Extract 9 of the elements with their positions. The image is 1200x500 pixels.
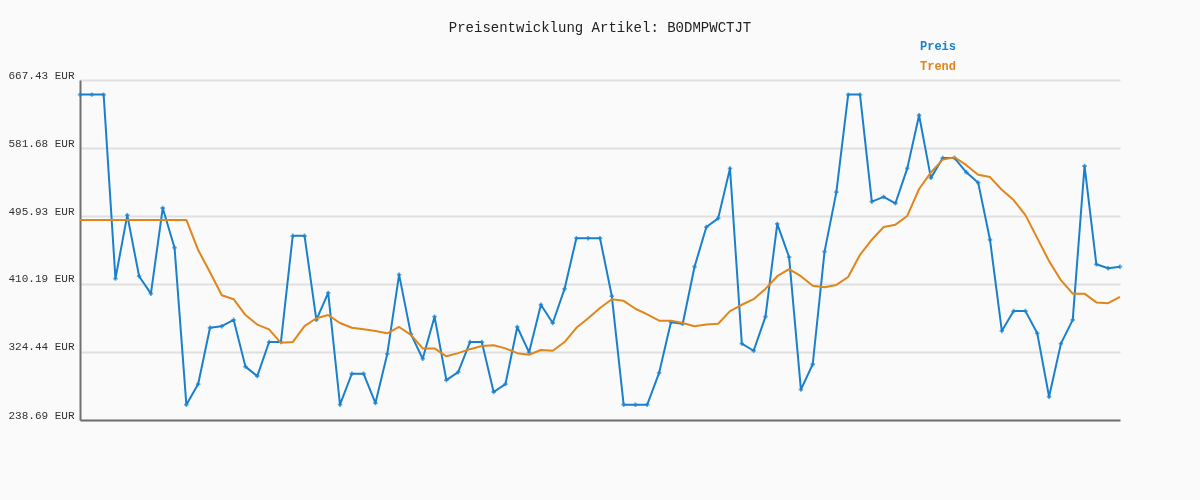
text: Preis: [920, 40, 957, 54]
text: Trend: [920, 60, 957, 74]
y-tick-label: 581.68 EUR: [8, 137, 75, 150]
y-tick-label: 238.69 EUR: [8, 409, 75, 422]
y-tick-label: 410.19 EUR: [8, 273, 75, 286]
chart-title: Preisentwicklung Artikel: B0DMPWCTJT: [448, 20, 752, 36]
y-tick-label: 667.43 EUR: [8, 69, 75, 82]
y-tick-label: 495.93 EUR: [8, 205, 75, 218]
y-tick-label: 324.44 EUR: [8, 341, 75, 354]
